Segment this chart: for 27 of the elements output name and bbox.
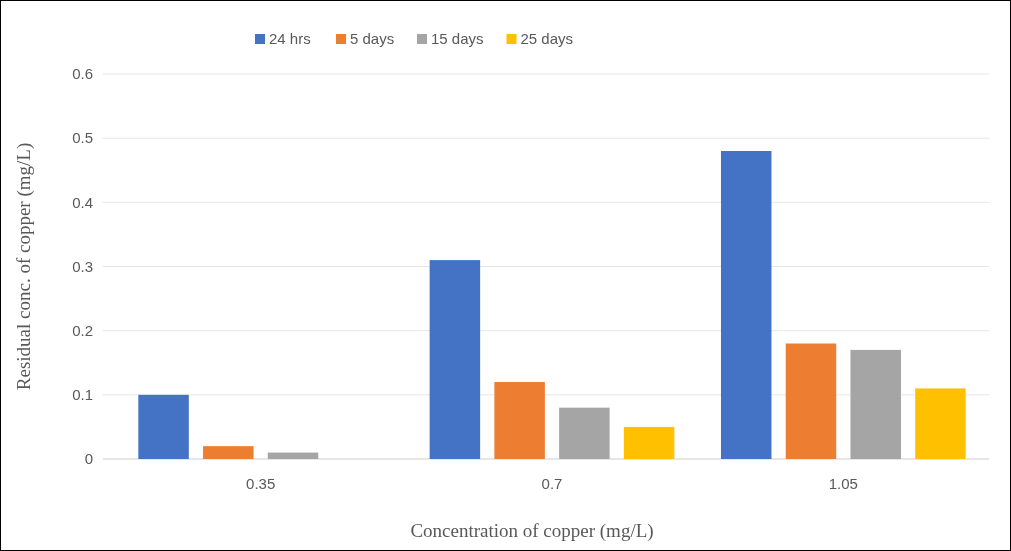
y-tick-label: 0 (84, 450, 93, 468)
bar (850, 349, 901, 459)
bar (915, 388, 966, 459)
x-tick-label: 0.7 (541, 475, 563, 492)
y-tick-label: 0.3 (72, 257, 93, 275)
bar (138, 394, 189, 459)
y-tick-label: 0.6 (72, 65, 93, 83)
bar (203, 446, 254, 459)
legend-label: 25 days (520, 30, 574, 47)
bar (494, 382, 545, 459)
y-tick-label: 0.5 (72, 129, 93, 147)
bar (429, 260, 481, 459)
legend-label: 5 days (350, 30, 395, 47)
legend-label: 15 days (431, 30, 484, 47)
x-axis-title: Concentration of copper (mg/L) (410, 520, 654, 542)
y-tick-label: 0.2 (72, 321, 93, 339)
legend-label: 24 hrs (269, 30, 311, 47)
bar (720, 151, 772, 459)
y-axis-title: Residual conc. of copper (mg/L) (13, 142, 35, 391)
x-tick-label: 0.35 (246, 475, 276, 492)
bar (559, 407, 610, 459)
bar (623, 426, 675, 459)
bar (785, 343, 837, 459)
y-tick-label: 0.1 (72, 386, 93, 404)
x-tick-label: 1.05 (828, 475, 858, 492)
bar (267, 452, 319, 459)
y-tick-label: 0.4 (72, 193, 93, 211)
